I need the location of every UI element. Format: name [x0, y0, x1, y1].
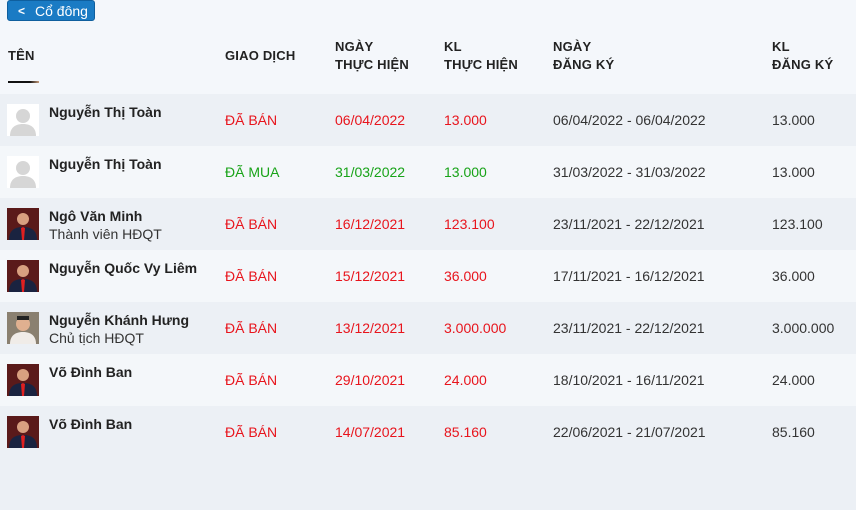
avatar: [7, 416, 39, 448]
reg-volume: 3.000.000: [772, 320, 835, 336]
shareholder-name[interactable]: Nguyễn Thị Toàn: [49, 156, 162, 172]
shareholder-name[interactable]: Võ Đình Ban: [49, 416, 133, 432]
exec-date: 31/03/2022: [335, 164, 406, 180]
exec-volume: 36.000: [444, 268, 487, 284]
header-line: ĐĂNG KÝ: [553, 57, 615, 72]
reg-date: 23/11/2021 - 22/12/2021: [553, 216, 705, 232]
shareholder-name[interactable]: Nguyễn Quốc Vy Liêm: [49, 260, 198, 276]
avatar: [7, 260, 39, 292]
shareholder-role: Thành viên HĐQT: [49, 226, 162, 242]
reg-volume: 36.000: [772, 268, 815, 284]
table-row[interactable]: Ngô Văn Minh Thành viên HĐQT ĐÃ BÁN 16/12/2…: [0, 198, 856, 250]
header-line: KL: [772, 39, 790, 54]
header-name[interactable]: TÊN: [8, 48, 35, 63]
shareholder-name[interactable]: Nguyễn Thị Toàn: [49, 104, 162, 120]
reg-date: 22/06/2021 - 21/07/2021: [553, 424, 706, 440]
exec-date: 15/12/2021: [335, 268, 406, 284]
table-row[interactable]: Nguyễn Thị Toàn ĐÃ MUA 31/03/2022 13.000 31/…: [0, 146, 856, 198]
reg-date: 23/11/2021 - 22/12/2021: [553, 320, 705, 336]
avatar: [7, 364, 39, 396]
exec-volume: 85.160: [444, 424, 487, 440]
chevron-left-icon: <: [18, 3, 26, 18]
header-exec-date[interactable]: NGÀY THỰC HIỆN: [335, 38, 409, 74]
table-row[interactable]: Nguyễn Thị Toàn ĐÃ BÁN 06/04/2022 13.000 06/…: [0, 94, 856, 146]
reg-date: 18/10/2021 - 16/11/2021: [553, 372, 705, 388]
exec-date: 16/12/2021: [335, 216, 406, 232]
reg-volume: 24.000: [772, 372, 815, 388]
header-line: THỰC HIỆN: [335, 57, 409, 72]
header-line: THỰC HIỆN: [444, 57, 518, 72]
reg-date: 17/11/2021 - 16/12/2021: [553, 268, 705, 284]
avatar: [7, 208, 39, 240]
shareholder-role: Chủ tịch HĐQT: [49, 330, 144, 346]
exec-date: 29/10/2021: [335, 372, 406, 388]
table-row[interactable]: Nguyễn Khánh Hưng Chủ tịch HĐQT ĐÃ BÁN 13/1…: [0, 302, 856, 354]
exec-volume: 3.000.000: [444, 320, 507, 336]
sort-underline: [8, 81, 39, 83]
exec-date: 13/12/2021: [335, 320, 406, 336]
back-button-label: Cổ đông: [35, 2, 88, 19]
table-row[interactable]: Võ Đình Ban ĐÃ BÁN 14/07/2021 85.160 22/06/2…: [0, 406, 856, 458]
trade-type: ĐÃ BÁN: [225, 372, 278, 388]
header-line: KL: [444, 39, 462, 54]
trade-type: ĐÃ BÁN: [225, 112, 278, 128]
trade-type: ĐÃ BÁN: [225, 216, 278, 232]
back-button[interactable]: < Cổ đông: [7, 0, 95, 21]
header-reg-date[interactable]: NGÀY ĐĂNG KÝ: [553, 38, 614, 74]
header-reg-volume[interactable]: KL ĐĂNG KÝ: [772, 38, 833, 74]
reg-volume: 13.000: [772, 164, 815, 180]
exec-volume: 123.100: [444, 216, 495, 232]
trade-type: ĐÃ BÁN: [225, 424, 278, 440]
reg-volume: 85.160: [772, 424, 815, 440]
reg-volume: 123.100: [772, 216, 823, 232]
avatar: [7, 312, 39, 344]
trade-type: ĐÃ BÁN: [225, 268, 278, 284]
avatar: [7, 104, 39, 136]
reg-date: 06/04/2022 - 06/04/2022: [553, 112, 706, 128]
exec-date: 06/04/2022: [335, 112, 406, 128]
exec-volume: 24.000: [444, 372, 487, 388]
header-line: ĐĂNG KÝ: [772, 57, 834, 72]
header-trade[interactable]: GIAO DỊCH: [225, 48, 296, 63]
shareholder-name[interactable]: Võ Đình Ban: [49, 364, 133, 380]
reg-volume: 13.000: [772, 112, 815, 128]
header-exec-volume[interactable]: KL THỰC HIỆN: [444, 38, 518, 74]
shareholder-name[interactable]: Ngô Văn Minh: [49, 208, 143, 224]
table-row[interactable]: Võ Đình Ban ĐÃ BÁN 29/10/2021 24.000 18/10/2…: [0, 354, 856, 406]
trade-type: ĐÃ BÁN: [225, 320, 278, 336]
header-line: NGÀY: [553, 39, 592, 54]
table-row[interactable]: Nguyễn Quốc Vy Liêm ĐÃ BÁN 15/12/2021 36.00…: [0, 250, 856, 302]
trade-type: ĐÃ MUA: [225, 164, 280, 180]
exec-date: 14/07/2021: [335, 424, 406, 440]
exec-volume: 13.000: [444, 112, 487, 128]
reg-date: 31/03/2022 - 31/03/2022: [553, 164, 706, 180]
table-row-partial[interactable]: [0, 458, 856, 510]
exec-volume: 13.000: [444, 164, 487, 180]
avatar: [7, 156, 39, 188]
header-line: NGÀY: [335, 39, 374, 54]
shareholder-name[interactable]: Nguyễn Khánh Hưng: [49, 312, 190, 328]
